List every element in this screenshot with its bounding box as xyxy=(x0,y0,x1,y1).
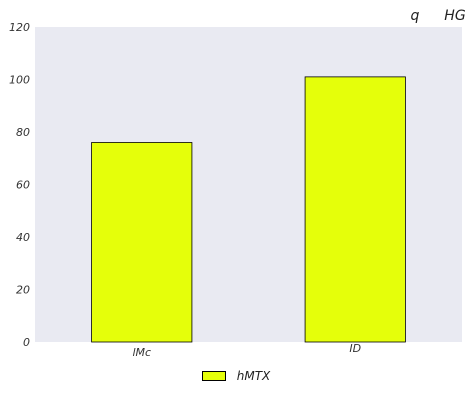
x-tick-label: ID xyxy=(349,342,361,355)
bar-ID xyxy=(304,76,406,343)
y-tick-label: 80 xyxy=(16,126,30,139)
legend-swatch xyxy=(201,371,226,381)
y-tick-label: 0 xyxy=(23,336,30,349)
bars xyxy=(91,76,406,343)
chart-title-part-2: HG xyxy=(444,8,466,24)
legend-label: hMTX xyxy=(236,369,271,383)
y-tick-label: 120 xyxy=(9,21,30,34)
y-tick-label: 20 xyxy=(16,284,30,297)
y-axis-ticks: 0 20 40 60 80 100 120 xyxy=(9,21,30,349)
legend: hMTX xyxy=(0,366,472,386)
x-axis-ticks: lMc ID xyxy=(132,342,361,359)
x-tick-label: lMc xyxy=(132,346,151,359)
y-tick-label: 40 xyxy=(16,231,30,244)
y-tick-label: 60 xyxy=(16,179,30,192)
chart-title-part-1: q xyxy=(411,8,420,24)
bar-lMc xyxy=(91,142,193,343)
y-tick-label: 100 xyxy=(9,74,30,87)
